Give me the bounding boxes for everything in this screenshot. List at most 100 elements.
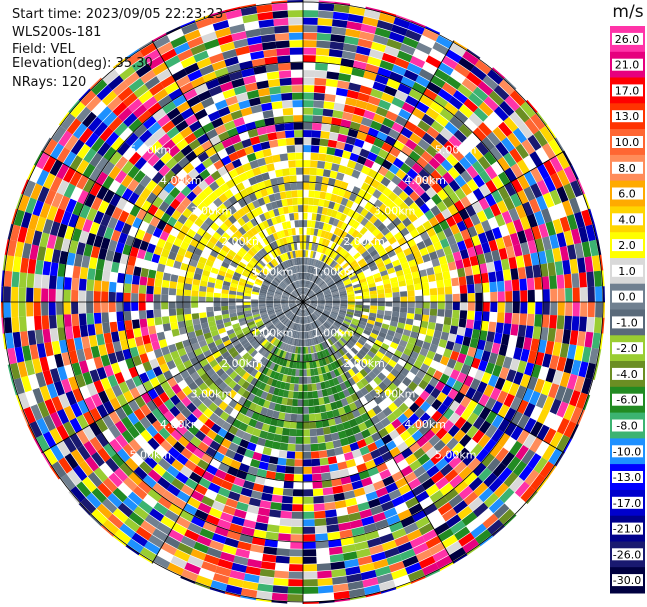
velocity-gate xyxy=(423,237,433,248)
velocity-gate xyxy=(430,169,442,182)
velocity-gate xyxy=(369,215,378,224)
velocity-gate xyxy=(446,76,462,90)
velocity-gate xyxy=(306,280,310,288)
velocity-gate xyxy=(473,107,489,122)
velocity-gate xyxy=(313,267,318,275)
velocity-gate xyxy=(321,284,328,290)
velocity-gate xyxy=(457,84,473,98)
velocity-gate xyxy=(330,287,338,292)
velocity-gate xyxy=(324,215,331,224)
velocity-gate xyxy=(441,55,458,70)
velocity-gate xyxy=(344,35,359,46)
velocity-gate xyxy=(303,175,310,183)
velocity-gate xyxy=(523,155,537,171)
velocity-gate xyxy=(340,119,352,129)
velocity-gate xyxy=(318,261,324,269)
velocity-gate xyxy=(549,156,564,173)
velocity-gate xyxy=(337,188,346,197)
velocity-gate xyxy=(364,158,375,169)
velocity-gate xyxy=(313,100,325,109)
velocity-gate xyxy=(330,193,338,203)
velocity-gate xyxy=(437,189,449,201)
velocity-gate xyxy=(398,191,409,202)
velocity-gate xyxy=(387,249,396,258)
velocity-gate xyxy=(422,62,438,75)
velocity-gate xyxy=(303,212,308,220)
velocity-gate xyxy=(334,265,342,272)
velocity-gate xyxy=(378,236,388,245)
velocity-gate xyxy=(388,103,402,115)
velocity-gate xyxy=(308,197,314,205)
velocity-gate xyxy=(436,230,447,241)
velocity-gate xyxy=(303,85,315,93)
colorbar-tick-label: 8.0 xyxy=(618,162,636,175)
velocity-gate xyxy=(326,185,334,194)
colorbar-tick-label: 21.0 xyxy=(615,59,640,72)
velocity-gate xyxy=(510,163,524,179)
velocity-gate xyxy=(409,191,420,202)
velocity-gate xyxy=(332,19,348,28)
velocity-gate xyxy=(504,95,520,112)
velocity-gate xyxy=(403,69,419,82)
velocity-gate xyxy=(411,107,426,120)
velocity-gate xyxy=(333,102,345,112)
velocity-gate xyxy=(330,272,338,279)
velocity-gate xyxy=(322,169,331,178)
velocity-gate xyxy=(549,189,562,206)
velocity-gate xyxy=(344,224,352,233)
velocity-gate xyxy=(348,272,356,279)
velocity-gate xyxy=(319,282,326,288)
velocity-gate xyxy=(402,36,419,49)
velocity-gate xyxy=(483,151,497,166)
velocity-gate xyxy=(314,287,320,293)
velocity-gate xyxy=(327,63,341,73)
velocity-gate xyxy=(337,133,348,143)
velocity-gate xyxy=(312,235,317,244)
velocity-gate xyxy=(328,49,343,58)
velocity-gate xyxy=(334,179,343,188)
velocity-gate xyxy=(315,236,321,244)
velocity-gate xyxy=(356,244,364,252)
velocity-gate xyxy=(312,122,322,131)
velocity-gate xyxy=(536,163,550,180)
velocity-gate xyxy=(318,198,325,207)
velocity-gate xyxy=(444,102,459,116)
velocity-gate xyxy=(303,287,306,295)
velocity-gate xyxy=(335,141,346,150)
velocity-gate xyxy=(516,159,530,175)
velocity-gate xyxy=(381,142,393,153)
velocity-gate xyxy=(303,287,305,295)
velocity-gate xyxy=(367,151,378,162)
velocity-gate xyxy=(509,111,524,128)
velocity-gate xyxy=(325,277,332,284)
velocity-gate xyxy=(400,162,412,174)
velocity-gate xyxy=(392,259,401,268)
velocity-gate xyxy=(323,199,330,208)
velocity-gate xyxy=(419,180,431,192)
velocity-gate xyxy=(478,197,490,211)
velocity-gate xyxy=(332,110,344,119)
velocity-gate xyxy=(421,150,434,163)
velocity-gate xyxy=(345,97,358,107)
velocity-gate xyxy=(358,247,367,255)
velocity-gate xyxy=(351,114,364,124)
velocity-gate xyxy=(424,209,435,221)
velocity-gate xyxy=(373,218,383,228)
velocity-gate xyxy=(326,278,333,285)
velocity-gate xyxy=(358,235,367,244)
velocity-gate xyxy=(388,191,398,202)
velocity-gate xyxy=(327,258,334,266)
velocity-gate xyxy=(334,277,342,284)
velocity-gate xyxy=(393,207,403,217)
velocity-gate xyxy=(315,213,322,222)
velocity-gate xyxy=(406,62,422,75)
velocity-gate xyxy=(454,187,466,200)
velocity-gate xyxy=(325,257,332,265)
velocity-gate xyxy=(321,207,329,216)
velocity-gate xyxy=(367,245,376,254)
velocity-gate xyxy=(462,50,479,66)
velocity-gate xyxy=(447,204,459,216)
velocity-gate xyxy=(319,138,329,147)
velocity-gate xyxy=(355,268,363,275)
